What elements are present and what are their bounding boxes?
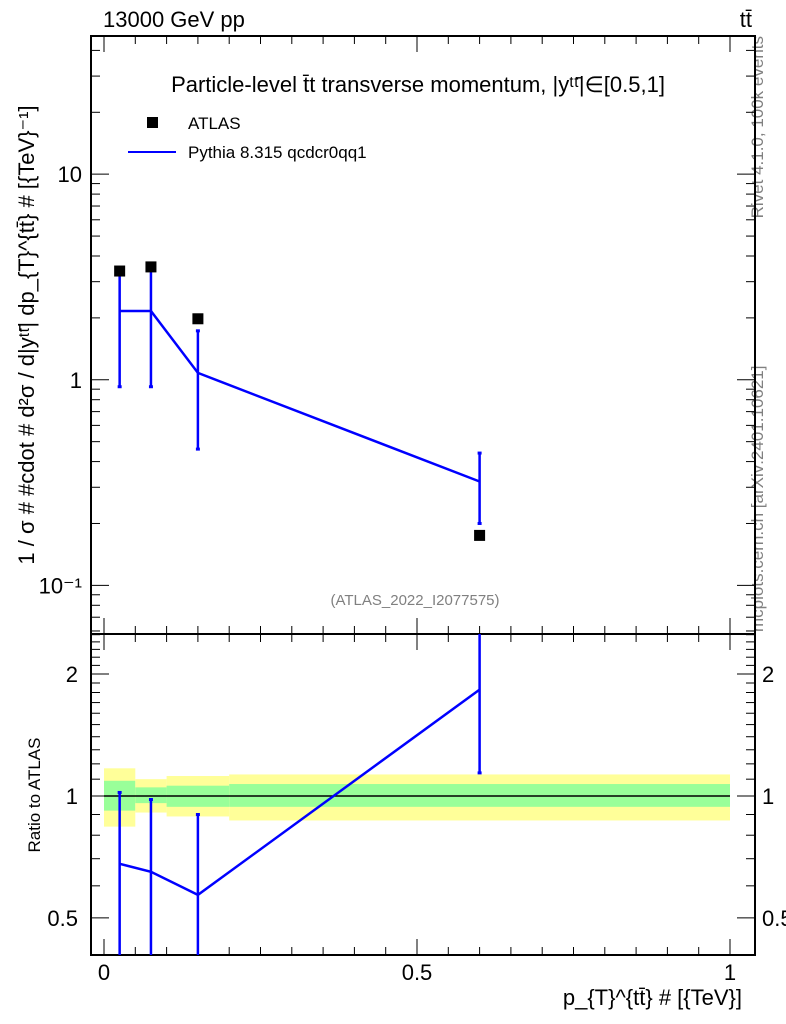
main-y-tick-label: 10 bbox=[58, 162, 82, 187]
legend-pythia-label: Pythia 8.315 qcdcr0qq1 bbox=[188, 143, 367, 162]
main-y-tick-label: 1 bbox=[70, 368, 82, 393]
mcplots-label: mcplots.cern.ch [arXiv:2401.10621] bbox=[748, 366, 767, 632]
main-y-tick-label: 10⁻¹ bbox=[39, 573, 82, 598]
energy-label: 13000 GeV pp bbox=[103, 7, 245, 32]
ratio-y-tick-label-right: 0.5 bbox=[762, 906, 786, 931]
ratio-y-tick-label: 2 bbox=[66, 662, 78, 687]
analysis-watermark: (ATLAS_2022_I2077575) bbox=[330, 592, 499, 609]
pythia-line bbox=[119, 309, 481, 483]
x-tick-label: 0.5 bbox=[402, 960, 433, 985]
legend: ATLAS Pythia 8.315 qcdcr0qq1 bbox=[128, 114, 367, 162]
ratio-y-tick-label-right: 1 bbox=[762, 784, 774, 809]
ratio-y-tick-label: 0.5 bbox=[47, 906, 78, 931]
legend-atlas-label: ATLAS bbox=[188, 114, 241, 133]
x-tick-label: 1 bbox=[724, 960, 736, 985]
atlas-data-point bbox=[474, 529, 486, 541]
legend-atlas-marker bbox=[147, 117, 158, 128]
atlas-data-point bbox=[145, 261, 157, 273]
main-y-axis-label: 1 / σ # #cdot # d²σ / d|yᵗᵗ̄| dp_{T}^{tt… bbox=[14, 105, 39, 564]
ratio-y-axis-label: Ratio to ATLAS bbox=[25, 738, 44, 853]
atlas-data-point bbox=[192, 313, 204, 325]
ratio-y-tick-label-right: 2 bbox=[762, 662, 774, 687]
process-label: tt̄ bbox=[740, 7, 752, 32]
x-tick-label: 0 bbox=[98, 960, 110, 985]
rivet-label: Rivet 4.1.0, 100k events bbox=[748, 36, 767, 218]
ratio-y-tick-label: 1 bbox=[66, 784, 78, 809]
ratio-plot-frame bbox=[90, 633, 756, 956]
x-axis-label: p_{T}^{tt̄} # [{TeV}] bbox=[563, 985, 742, 1010]
ratio-pythia-line bbox=[119, 688, 481, 897]
chart-title: Particle-level t̄t transverse momentum, … bbox=[171, 72, 665, 97]
atlas-data-point bbox=[114, 265, 126, 277]
